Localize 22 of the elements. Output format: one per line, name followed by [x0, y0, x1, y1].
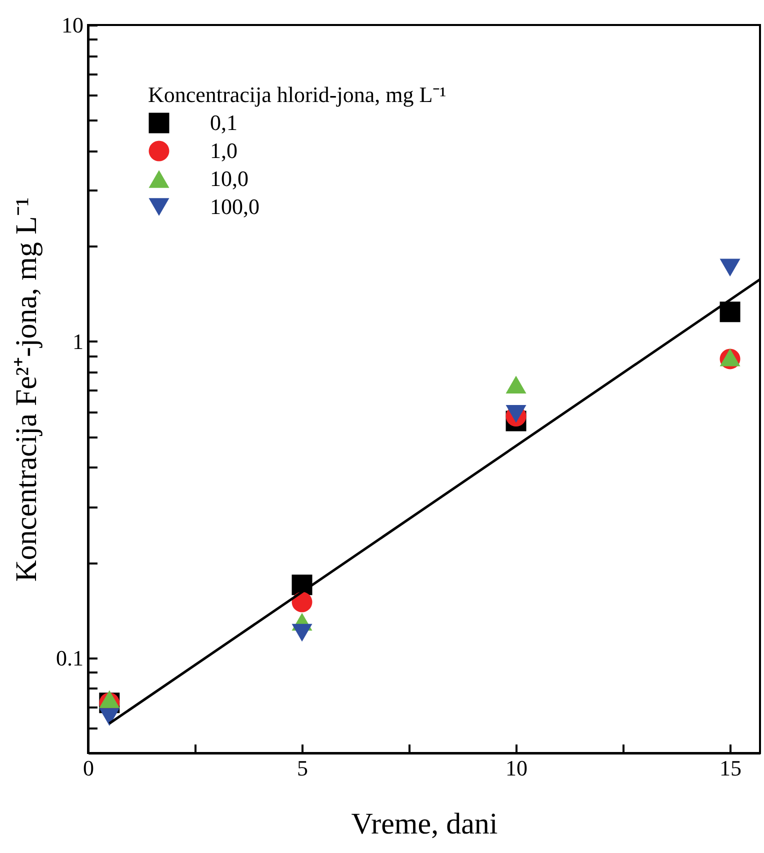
point [506, 376, 526, 394]
point [506, 405, 526, 423]
point [99, 690, 120, 708]
legend-label: 100,0 [210, 194, 260, 219]
y-axis-title: Koncentracija Fe²⁺-jona, mg L⁻¹ [10, 197, 43, 582]
point [99, 708, 120, 726]
x-tick-label: 15 [720, 756, 742, 780]
x-tick-label: 0 [83, 756, 94, 780]
point [720, 302, 740, 322]
x-tick-label: 5 [297, 756, 308, 780]
x-axis-title: Vreme, dani [351, 808, 498, 840]
legend-label: 1,0 [210, 138, 238, 163]
legend-title: Koncentracija hlorid-jona, mg L⁻¹ [148, 82, 446, 107]
y-tick-label: 10 [62, 12, 84, 38]
y-tick-label: 0.1 [56, 645, 84, 670]
legend-label: 10,0 [210, 166, 248, 191]
y-tick-label: 1 [72, 328, 84, 354]
legend-label: 0,1 [210, 110, 238, 135]
point [720, 258, 740, 277]
x-tick-label: 10 [506, 756, 528, 780]
point [292, 624, 312, 642]
point [292, 592, 312, 612]
